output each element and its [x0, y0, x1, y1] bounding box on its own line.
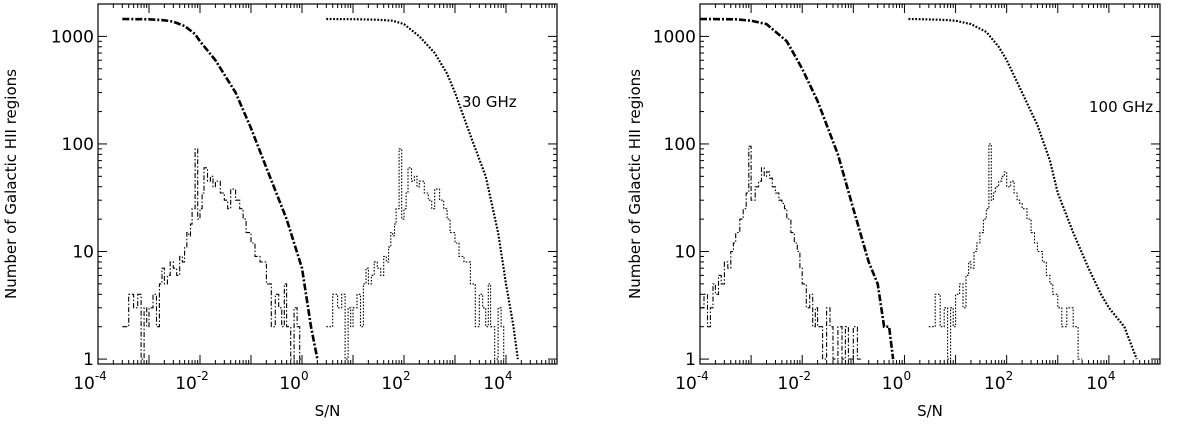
- x-tick-label-base: 10: [675, 374, 697, 394]
- series-line-dash-dot-cumulative: [122, 17, 319, 360]
- x-tick-label: 102: [984, 369, 1013, 394]
- x-tick-label-exponent: -4: [95, 369, 107, 383]
- y-tick-label: 100: [62, 135, 94, 155]
- x-tick-label: 100: [279, 369, 308, 394]
- x-tick-label-base: 10: [175, 374, 197, 394]
- frequency-annotation: 100 GHz: [1089, 98, 1153, 116]
- series-line-dotted-differential: [928, 143, 1083, 360]
- x-tick-label-exponent: -2: [197, 369, 209, 383]
- plot-frame: [699, 3, 1161, 365]
- x-tick-label-exponent: 2: [403, 369, 411, 383]
- x-tick-label-base: 10: [777, 374, 799, 394]
- x-tick-label-base: 10: [882, 374, 904, 394]
- x-tick-label-exponent: 4: [505, 369, 513, 383]
- series-line-dash-dot-differential: [122, 148, 302, 360]
- x-tick-label-base: 10: [483, 374, 505, 394]
- x-tick-label-exponent: 0: [903, 369, 911, 383]
- x-tick-label-exponent: 0: [301, 369, 309, 383]
- frequency-annotation: 30 GHz: [462, 93, 517, 111]
- x-tick-label-base: 10: [984, 374, 1006, 394]
- x-tick-label: 10-2: [175, 369, 209, 394]
- x-tick-label-exponent: -2: [799, 369, 811, 383]
- x-tick-label: 104: [483, 369, 512, 394]
- plot-frame: [97, 3, 558, 365]
- series-line-dotted-cumulative: [326, 17, 519, 360]
- y-axis-label: Number of Galactic HII regions: [2, 69, 20, 299]
- x-tick-label-base: 10: [381, 374, 403, 394]
- y-tick-label: 1000: [51, 27, 94, 47]
- x-tick-label-exponent: 4: [1108, 369, 1116, 383]
- x-axis-label: S/N: [315, 402, 341, 420]
- y-tick-label: 1: [685, 350, 696, 370]
- series-line-dotted-differential: [326, 148, 506, 360]
- x-tick-label: 10-4: [675, 369, 709, 394]
- x-tick-label-base: 10: [73, 374, 95, 394]
- series-line-dotted-cumulative: [908, 17, 1138, 360]
- y-tick-label: 1000: [653, 27, 696, 47]
- y-tick-label: 100: [664, 135, 696, 155]
- x-tick-label-exponent: -4: [697, 369, 709, 383]
- series-line-dash-dot-differential: [700, 145, 861, 360]
- y-tick-label: 10: [674, 243, 696, 263]
- x-tick-label: 104: [1086, 369, 1115, 394]
- x-tick-label-exponent: 2: [1006, 369, 1014, 383]
- x-tick-label: 10-4: [73, 369, 107, 394]
- x-tick-label-base: 10: [1086, 374, 1108, 394]
- y-axis-label: Number of Galactic HII regions: [626, 69, 644, 299]
- y-tick-label: 1: [83, 350, 94, 370]
- x-tick-label: 100: [882, 369, 911, 394]
- y-tick-label: 10: [72, 243, 94, 263]
- x-axis-label: S/N: [917, 402, 943, 420]
- x-tick-label: 102: [381, 369, 410, 394]
- series-line-dash-dot-cumulative: [699, 17, 895, 360]
- x-tick-label-base: 10: [279, 374, 301, 394]
- x-tick-label: 10-2: [777, 369, 811, 394]
